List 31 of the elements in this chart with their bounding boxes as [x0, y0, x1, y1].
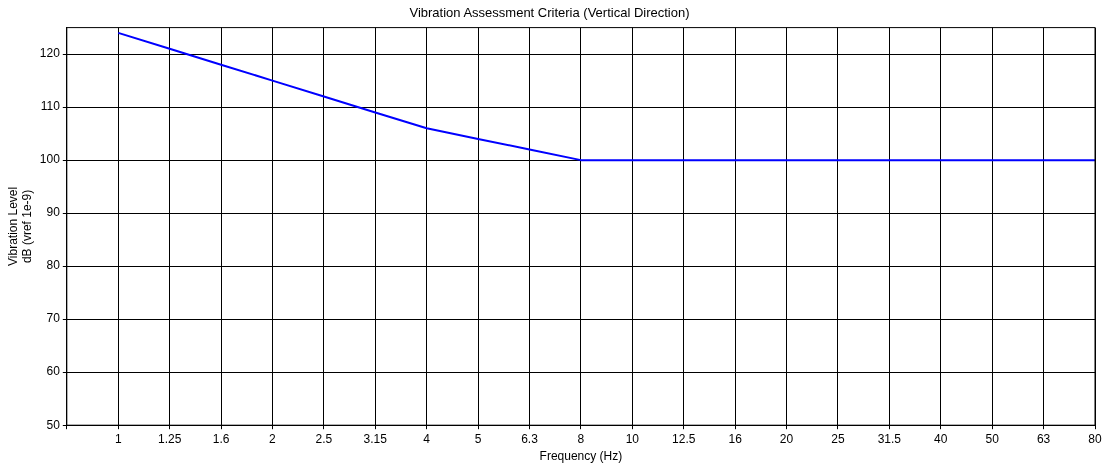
x-tick-label: 2.5: [315, 431, 333, 446]
x-axis-title: Frequency (Hz): [539, 449, 623, 464]
x-tick-label: 20: [779, 431, 794, 446]
x-tick-label: 31.5: [877, 431, 902, 446]
x-tick-label: 2: [269, 431, 277, 446]
y-tick-label: 120: [39, 46, 61, 61]
y-tick-label: 110: [40, 99, 61, 114]
x-tick-label: 16: [728, 431, 743, 446]
x-tick-label: 8: [577, 431, 585, 446]
x-tick-label: 63: [1036, 431, 1051, 446]
y-axis-title: Vibration Level dB (vref 1e-9): [5, 186, 34, 266]
x-tick-label: 1.6: [212, 431, 230, 446]
x-tick-label: 25: [831, 431, 845, 446]
y-tick-label: 100: [39, 152, 61, 167]
y-tick-label: 60: [46, 364, 61, 379]
y-tick-label: 90: [46, 205, 61, 220]
x-tick-label: 12.5: [672, 431, 696, 446]
x-tick-label: 5: [474, 431, 482, 446]
x-tick-label: 4: [423, 431, 431, 446]
x-tick-label: 1.25: [157, 431, 182, 446]
chart-title: Vibration Assessment Criteria (Vertical Direction): [409, 5, 690, 21]
x-tick-label: 1: [114, 431, 122, 446]
x-tick-label: 80: [1088, 431, 1102, 446]
x-tick-label: 10: [625, 431, 640, 446]
y-tick-label: 70: [46, 311, 61, 326]
x-tick-label: 3.15: [363, 431, 388, 446]
y-tick-label: 80: [46, 258, 61, 273]
x-tick-label: 50: [985, 431, 1000, 446]
x-tick-label: 40: [934, 431, 948, 446]
y-tick-label: 50: [46, 417, 61, 432]
x-tick-label: 6.3: [521, 431, 539, 446]
